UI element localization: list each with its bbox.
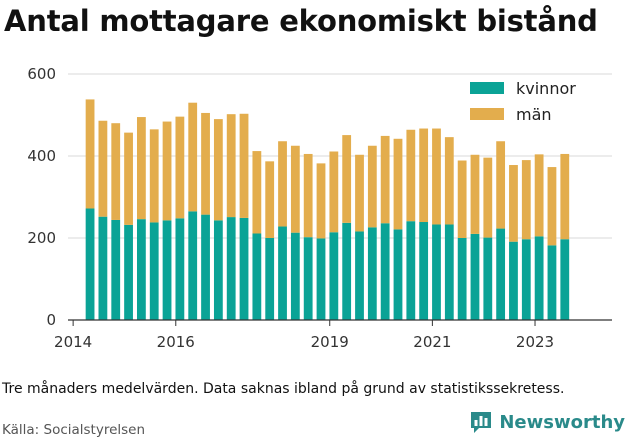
bar-man: [432, 128, 441, 225]
bar-man: [342, 135, 352, 223]
bar-man: [290, 145, 300, 233]
bar-man: [136, 117, 146, 220]
bar-man: [547, 167, 557, 246]
stacked-bar-chart: 0 200 400 600 2014 2016 2019 2021 2023 kvinnor män: [27, 65, 612, 351]
bar-kvinnor: [175, 218, 185, 320]
bar-man: [367, 145, 377, 228]
bar-kvinnor: [278, 226, 287, 320]
bar-man: [278, 141, 287, 227]
y-tick-label: 400: [27, 147, 56, 165]
bar-man: [188, 102, 198, 212]
legend-swatch: [470, 108, 504, 120]
bar-man: [560, 153, 570, 240]
bar-man: [175, 116, 185, 219]
bar-man: [483, 157, 493, 238]
bar-man: [213, 119, 223, 221]
bar-kvinnor: [521, 239, 531, 320]
bar-kvinnor: [547, 245, 557, 320]
bar-chart-speech-bubble-icon: [471, 412, 492, 433]
bar-man: [380, 135, 390, 224]
bar-kvinnor: [98, 216, 108, 320]
bar-kvinnor: [85, 208, 95, 320]
y-tick-label: 600: [27, 65, 56, 83]
bar-man: [239, 113, 249, 218]
bar-kvinnor: [470, 233, 480, 320]
bar-kvinnor: [432, 224, 441, 320]
bar-kvinnor: [226, 217, 236, 320]
chart-title: Antal mottagare ekonomiskt bistånd: [4, 4, 598, 38]
bar-man: [521, 160, 531, 240]
bar-man: [406, 129, 416, 222]
bar-man: [496, 141, 506, 229]
bar-kvinnor: [188, 211, 198, 320]
y-tick-label: 0: [46, 311, 56, 329]
bar-man: [149, 129, 159, 223]
bar-kvinnor: [252, 233, 262, 320]
legend-swatch: [470, 82, 504, 94]
bar-kvinnor: [457, 238, 467, 320]
bar-kvinnor: [483, 237, 493, 320]
legend-label: kvinnor: [516, 79, 576, 98]
bar-kvinnor: [162, 220, 172, 320]
bar-man: [316, 163, 326, 239]
bar-kvinnor: [329, 232, 339, 320]
bar-kvinnor: [560, 239, 570, 320]
bar-man: [444, 137, 454, 225]
x-tick-label: 2014: [54, 333, 92, 351]
bar-kvinnor: [496, 228, 506, 320]
bar-man: [226, 114, 236, 218]
legend-label: män: [516, 105, 552, 124]
bar-kvinnor: [149, 222, 159, 320]
bar-kvinnor: [406, 221, 416, 320]
bar-kvinnor: [509, 241, 518, 320]
bar-man: [509, 165, 518, 242]
y-tick-label: 200: [27, 229, 56, 247]
bar-kvinnor: [380, 223, 390, 320]
bar-man: [329, 151, 339, 233]
newsworthy-brand: Newsworthy: [469, 410, 625, 434]
bar-man: [111, 123, 121, 220]
x-tick-label: 2019: [311, 333, 349, 351]
brand-name: Newsworthy: [499, 411, 625, 433]
bar-man: [303, 153, 313, 238]
bar-kvinnor: [265, 238, 275, 320]
bar-kvinnor: [213, 220, 223, 320]
bar-man: [534, 154, 544, 237]
bar-man: [393, 138, 403, 230]
bar-kvinnor: [355, 231, 364, 320]
bar-man: [98, 120, 108, 217]
source-credit: Källa: Socialstyrelsen: [2, 422, 146, 438]
bar-man: [252, 151, 262, 234]
bar-kvinnor: [290, 232, 300, 320]
bar-man: [201, 112, 210, 215]
bar-kvinnor: [444, 224, 454, 320]
bar-man: [265, 161, 275, 238]
bar-man: [419, 128, 429, 223]
chart-note: Tre månaders medelvärden. Data saknas ib…: [2, 381, 565, 397]
x-tick-label: 2023: [516, 333, 554, 351]
bar-man: [355, 154, 364, 232]
bar-kvinnor: [136, 219, 146, 320]
bar-kvinnor: [342, 222, 352, 320]
bar-kvinnor: [393, 229, 403, 320]
bar-kvinnor: [239, 217, 249, 320]
bar-man: [162, 121, 172, 221]
bar-man: [457, 160, 467, 238]
bar-man: [470, 154, 480, 234]
x-tick-label: 2021: [413, 333, 451, 351]
bar-kvinnor: [367, 227, 377, 320]
bar-kvinnor: [419, 222, 429, 320]
x-tick-label: 2016: [157, 333, 195, 351]
bar-kvinnor: [111, 219, 121, 320]
bar-kvinnor: [316, 238, 326, 320]
bar-kvinnor: [201, 214, 210, 320]
bar-man: [124, 132, 133, 225]
bar-kvinnor: [534, 236, 544, 320]
bar-kvinnor: [124, 224, 133, 320]
bar-man: [85, 99, 95, 209]
bar-kvinnor: [303, 237, 313, 320]
